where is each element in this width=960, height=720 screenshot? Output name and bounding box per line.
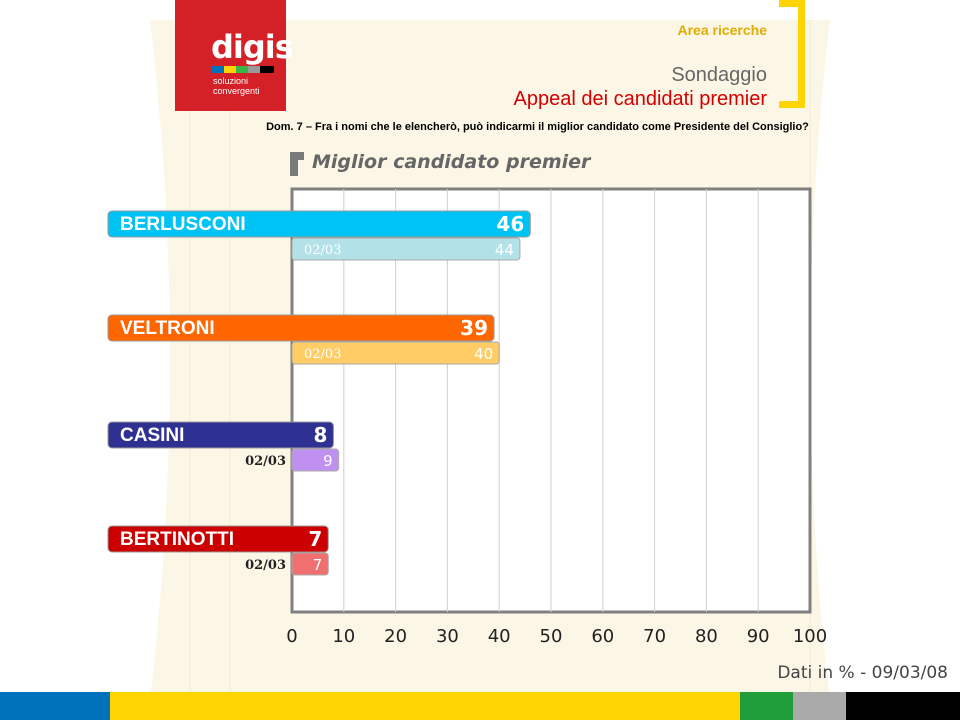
chart-title-marker-top: [290, 152, 304, 160]
logo-sub-line-2: convergenti: [213, 86, 260, 96]
bar-current-berlusconi: [107, 210, 531, 238]
x-tick-label: 70: [643, 626, 666, 647]
series-date-label: 02/03: [245, 454, 286, 469]
x-tick-label: 80: [695, 626, 718, 647]
category-label: BERLUSCONI: [120, 214, 246, 235]
chart-title: Miglior candidato premier: [312, 151, 591, 173]
digis-logo: digis soluzioni convergenti: [175, 0, 294, 111]
logo-stripe-black: [260, 66, 274, 73]
x-tick-label: 50: [540, 626, 563, 647]
footer-bar-yellow: [110, 692, 740, 720]
bar-current-bertinotti: [107, 525, 329, 553]
area-label: Area ricerche: [677, 22, 767, 38]
section-title: Sondaggio: [671, 64, 767, 86]
category-label: VELTRONI: [120, 318, 215, 339]
series-date-label: 02/03: [245, 558, 286, 573]
logo-stripe-grey: [248, 66, 260, 73]
bar-current-veltroni: [107, 314, 495, 342]
page-subtitle: Appeal dei candidati premier: [513, 88, 768, 110]
logo-subtitle: soluzioni convergenti: [213, 76, 260, 96]
value-label-current: 7: [308, 527, 322, 551]
x-tick-label: 60: [591, 626, 614, 647]
bar-previous-casini: [291, 448, 340, 472]
x-tick-label: 10: [332, 626, 355, 647]
footer-bar-black: [846, 692, 960, 720]
logo-stripe-yellow: [224, 66, 236, 73]
category-label: BERTINOTTI: [120, 529, 234, 550]
data-footnote: Dati in % - 09/03/08: [777, 663, 948, 683]
logo-sub-line-1: soluzioni: [213, 76, 249, 86]
logo-stripe-green: [236, 66, 248, 73]
bar-previous-veltroni: [291, 341, 500, 365]
x-tick-label: 90: [747, 626, 770, 647]
value-label-current: 39: [460, 316, 488, 340]
bar-previous-berlusconi: [291, 237, 521, 261]
value-label-previous: 44: [495, 241, 514, 259]
footer-bar-green: [740, 692, 793, 720]
bar-current-casini: [107, 421, 334, 449]
series-date-label: 02/03: [304, 243, 341, 258]
x-tick-label: 30: [436, 626, 459, 647]
footer-bar-grey: [793, 692, 846, 720]
survey-question: Dom. 7 – Fra i nomi che le elencherò, pu…: [266, 121, 809, 133]
category-label: CASINI: [120, 425, 184, 446]
x-tick-label: 20: [384, 626, 407, 647]
value-label-previous: 9: [323, 452, 333, 470]
footer-bar-blue: [0, 692, 110, 720]
bar-previous-bertinotti: [291, 552, 329, 576]
logo-stripe-blue: [212, 66, 224, 73]
value-label-previous: 7: [313, 556, 323, 574]
value-label-current: 8: [314, 423, 328, 447]
chart-title-marker: [290, 152, 298, 176]
logo-word: digis: [211, 28, 294, 66]
x-tick-label: 0: [286, 626, 297, 647]
value-label-previous: 40: [474, 345, 493, 363]
value-label-current: 46: [496, 212, 524, 236]
series-date-label: 02/03: [304, 347, 341, 362]
x-tick-label: 40: [488, 626, 511, 647]
header-bracket: [779, 0, 805, 108]
x-tick-label: 100: [793, 626, 827, 647]
